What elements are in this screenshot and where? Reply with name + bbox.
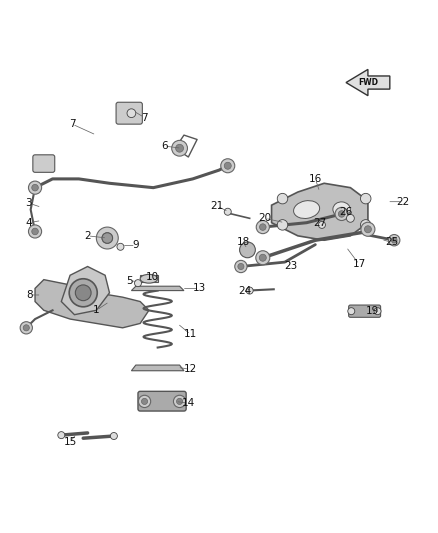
Circle shape — [346, 214, 354, 222]
Circle shape — [75, 285, 91, 301]
Text: 4: 4 — [25, 217, 32, 228]
Circle shape — [374, 308, 381, 314]
FancyBboxPatch shape — [349, 305, 381, 317]
FancyBboxPatch shape — [33, 155, 55, 172]
Polygon shape — [272, 183, 368, 240]
Text: 2: 2 — [84, 231, 91, 241]
Text: 11: 11 — [184, 329, 197, 340]
Circle shape — [277, 193, 288, 204]
Text: 26: 26 — [339, 207, 353, 217]
Circle shape — [221, 159, 235, 173]
Circle shape — [361, 222, 375, 236]
Circle shape — [23, 325, 29, 331]
Text: 6: 6 — [161, 141, 168, 151]
Circle shape — [318, 221, 325, 229]
Text: 22: 22 — [396, 197, 410, 207]
Circle shape — [117, 243, 124, 251]
Circle shape — [28, 181, 42, 194]
Circle shape — [360, 220, 371, 230]
Circle shape — [173, 395, 186, 408]
Circle shape — [110, 432, 117, 440]
Text: 3: 3 — [25, 198, 32, 208]
Circle shape — [338, 211, 345, 217]
Circle shape — [238, 263, 244, 270]
Text: 13: 13 — [193, 284, 206, 293]
Circle shape — [235, 260, 247, 273]
Text: 21: 21 — [210, 201, 223, 211]
Text: 7: 7 — [69, 119, 76, 129]
Text: 17: 17 — [353, 260, 366, 269]
Text: 19: 19 — [366, 306, 379, 316]
Circle shape — [32, 228, 38, 235]
Circle shape — [28, 225, 42, 238]
Text: FWD: FWD — [358, 78, 378, 87]
Text: 27: 27 — [313, 217, 326, 228]
Text: 25: 25 — [385, 237, 399, 247]
Ellipse shape — [333, 202, 350, 217]
Text: 7: 7 — [141, 112, 148, 123]
Circle shape — [259, 224, 266, 230]
Circle shape — [392, 237, 397, 243]
Circle shape — [335, 207, 348, 221]
Text: 5: 5 — [126, 276, 133, 286]
Circle shape — [389, 235, 400, 246]
Circle shape — [224, 162, 231, 169]
Circle shape — [364, 226, 371, 233]
Circle shape — [127, 109, 136, 118]
Text: 1: 1 — [93, 305, 100, 316]
Circle shape — [246, 287, 253, 294]
Text: 20: 20 — [258, 213, 272, 223]
Circle shape — [138, 395, 151, 408]
Text: 9: 9 — [132, 240, 139, 251]
Circle shape — [172, 140, 187, 156]
Circle shape — [348, 308, 355, 314]
Ellipse shape — [293, 200, 320, 219]
Polygon shape — [131, 286, 184, 290]
Text: 16: 16 — [309, 174, 322, 184]
Text: 8: 8 — [26, 290, 33, 300]
Circle shape — [32, 184, 38, 191]
Circle shape — [256, 221, 269, 233]
Polygon shape — [35, 280, 149, 328]
Text: 12: 12 — [184, 365, 197, 374]
Ellipse shape — [140, 274, 158, 283]
Text: 15: 15 — [64, 437, 77, 447]
Circle shape — [256, 251, 270, 265]
Circle shape — [141, 398, 148, 405]
Circle shape — [102, 233, 113, 243]
Text: 23: 23 — [285, 261, 298, 271]
Circle shape — [134, 280, 141, 287]
Circle shape — [176, 144, 184, 152]
Circle shape — [58, 432, 65, 439]
Circle shape — [96, 227, 118, 249]
Text: 14: 14 — [182, 398, 195, 408]
Circle shape — [240, 242, 255, 258]
FancyBboxPatch shape — [116, 102, 142, 124]
Polygon shape — [131, 365, 184, 371]
Circle shape — [277, 220, 288, 230]
Text: 10: 10 — [146, 272, 159, 282]
Polygon shape — [61, 266, 110, 314]
Circle shape — [259, 254, 266, 261]
Circle shape — [20, 322, 32, 334]
Circle shape — [224, 208, 231, 215]
Text: 18: 18 — [237, 237, 250, 247]
Circle shape — [177, 398, 183, 405]
Circle shape — [102, 232, 113, 244]
Circle shape — [360, 193, 371, 204]
Polygon shape — [140, 275, 158, 282]
Circle shape — [69, 279, 97, 307]
Text: 24: 24 — [239, 286, 252, 296]
FancyBboxPatch shape — [138, 391, 186, 411]
Polygon shape — [346, 69, 390, 96]
